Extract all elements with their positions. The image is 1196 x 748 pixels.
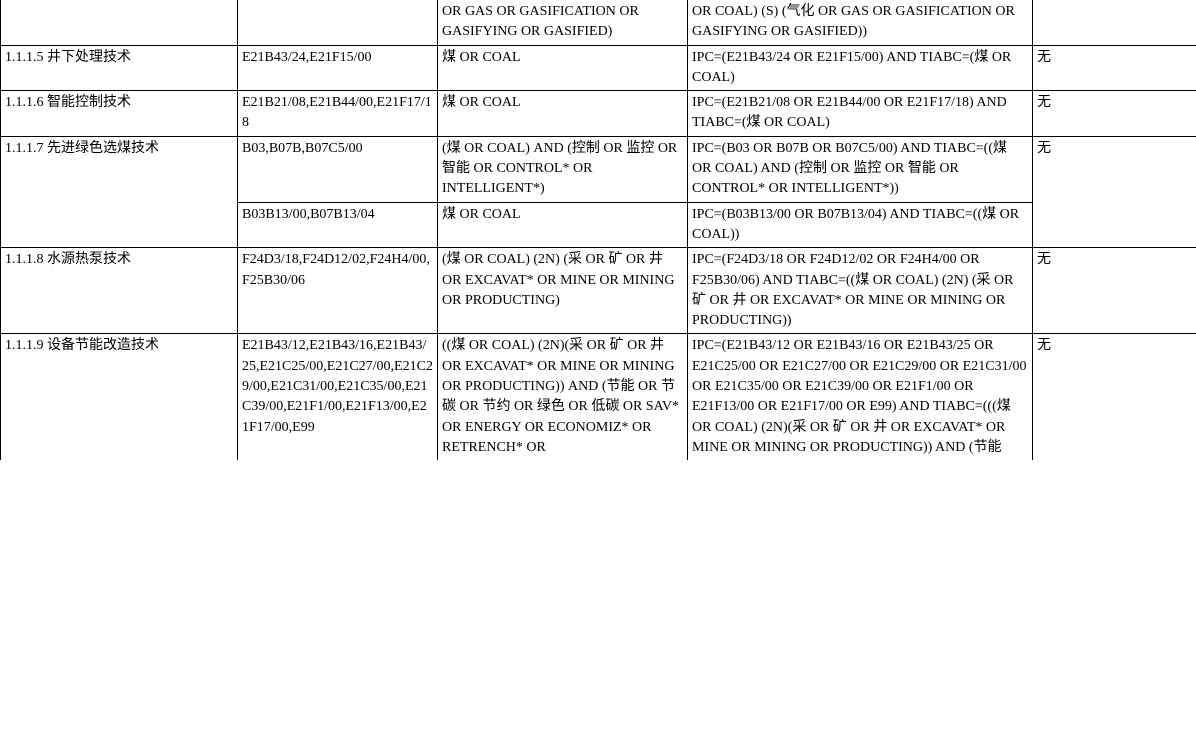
cell-ipc-codes: E21B43/12,E21B43/16,E21B43/25,E21C25/00,…: [238, 334, 438, 460]
cell-keywords: 煤 OR COAL: [438, 91, 688, 137]
cell-search-expression: IPC=(E21B43/24 OR E21F15/00) AND TIABC=(…: [688, 45, 1033, 91]
table-row: OR GAS OR GASIFICATION OR GASIFYING OR G…: [1, 0, 1196, 45]
cell-keywords: 煤 OR COAL: [438, 45, 688, 91]
cell-tech-name: [1, 0, 238, 45]
cell-tech-name: 1.1.1.7 先进绿色选煤技术: [1, 136, 238, 247]
cell-tech-name: 1.1.1.6 智能控制技术: [1, 91, 238, 137]
cell-remark: 无: [1033, 248, 1196, 334]
cell-ipc-codes: F24D3/18,F24D12/02,F24H4/00,F25B30/06: [238, 248, 438, 334]
cell-search-expression: IPC=(E21B21/08 OR E21B44/00 OR E21F17/18…: [688, 91, 1033, 137]
cell-search-expression: OR COAL) (S) (气化 OR GAS OR GASIFICATION …: [688, 0, 1033, 45]
cell-tech-name: 1.1.1.5 井下处理技术: [1, 45, 238, 91]
cell-keywords: ((煤 OR COAL) (2N)(采 OR 矿 OR 井 OR EXCAVAT…: [438, 334, 688, 460]
cell-tech-name: 1.1.1.9 设备节能改造技术: [1, 334, 238, 460]
cell-ipc-codes: [238, 0, 438, 45]
patent-classification-table: OR GAS OR GASIFICATION OR GASIFYING OR G…: [0, 0, 1196, 460]
cell-ipc-codes: E21B43/24,E21F15/00: [238, 45, 438, 91]
cell-ipc-codes: E21B21/08,E21B44/00,E21F17/18: [238, 91, 438, 137]
table-row: 1.1.1.7 先进绿色选煤技术 B03,B07B,B07C5/00 (煤 OR…: [1, 136, 1196, 202]
cell-ipc-codes: B03B13/00,B07B13/04: [238, 202, 438, 248]
cell-search-expression: IPC=(F24D3/18 OR F24D12/02 OR F24H4/00 O…: [688, 248, 1033, 334]
table-row: 1.1.1.8 水源热泵技术 F24D3/18,F24D12/02,F24H4/…: [1, 248, 1196, 334]
cell-ipc-codes: B03,B07B,B07C5/00: [238, 136, 438, 202]
table-row: 1.1.1.5 井下处理技术 E21B43/24,E21F15/00 煤 OR …: [1, 45, 1196, 91]
cell-remark: 无: [1033, 136, 1196, 247]
cell-remark: 无: [1033, 334, 1196, 460]
cell-search-expression: IPC=(B03B13/00 OR B07B13/04) AND TIABC=(…: [688, 202, 1033, 248]
cell-keywords: 煤 OR COAL: [438, 202, 688, 248]
cell-keywords: (煤 OR COAL) AND (控制 OR 监控 OR 智能 OR CONTR…: [438, 136, 688, 202]
cell-remark: 无: [1033, 91, 1196, 137]
cell-search-expression: IPC=(E21B43/12 OR E21B43/16 OR E21B43/25…: [688, 334, 1033, 460]
cell-remark: 无: [1033, 45, 1196, 91]
cell-search-expression: IPC=(B03 OR B07B OR B07C5/00) AND TIABC=…: [688, 136, 1033, 202]
cell-keywords: OR GAS OR GASIFICATION OR GASIFYING OR G…: [438, 0, 688, 45]
table-row: 1.1.1.6 智能控制技术 E21B21/08,E21B44/00,E21F1…: [1, 91, 1196, 137]
cell-keywords: (煤 OR COAL) (2N) (采 OR 矿 OR 井 OR EXCAVAT…: [438, 248, 688, 334]
cell-tech-name: 1.1.1.8 水源热泵技术: [1, 248, 238, 334]
table-row: 1.1.1.9 设备节能改造技术 E21B43/12,E21B43/16,E21…: [1, 334, 1196, 460]
cell-remark: [1033, 0, 1196, 45]
